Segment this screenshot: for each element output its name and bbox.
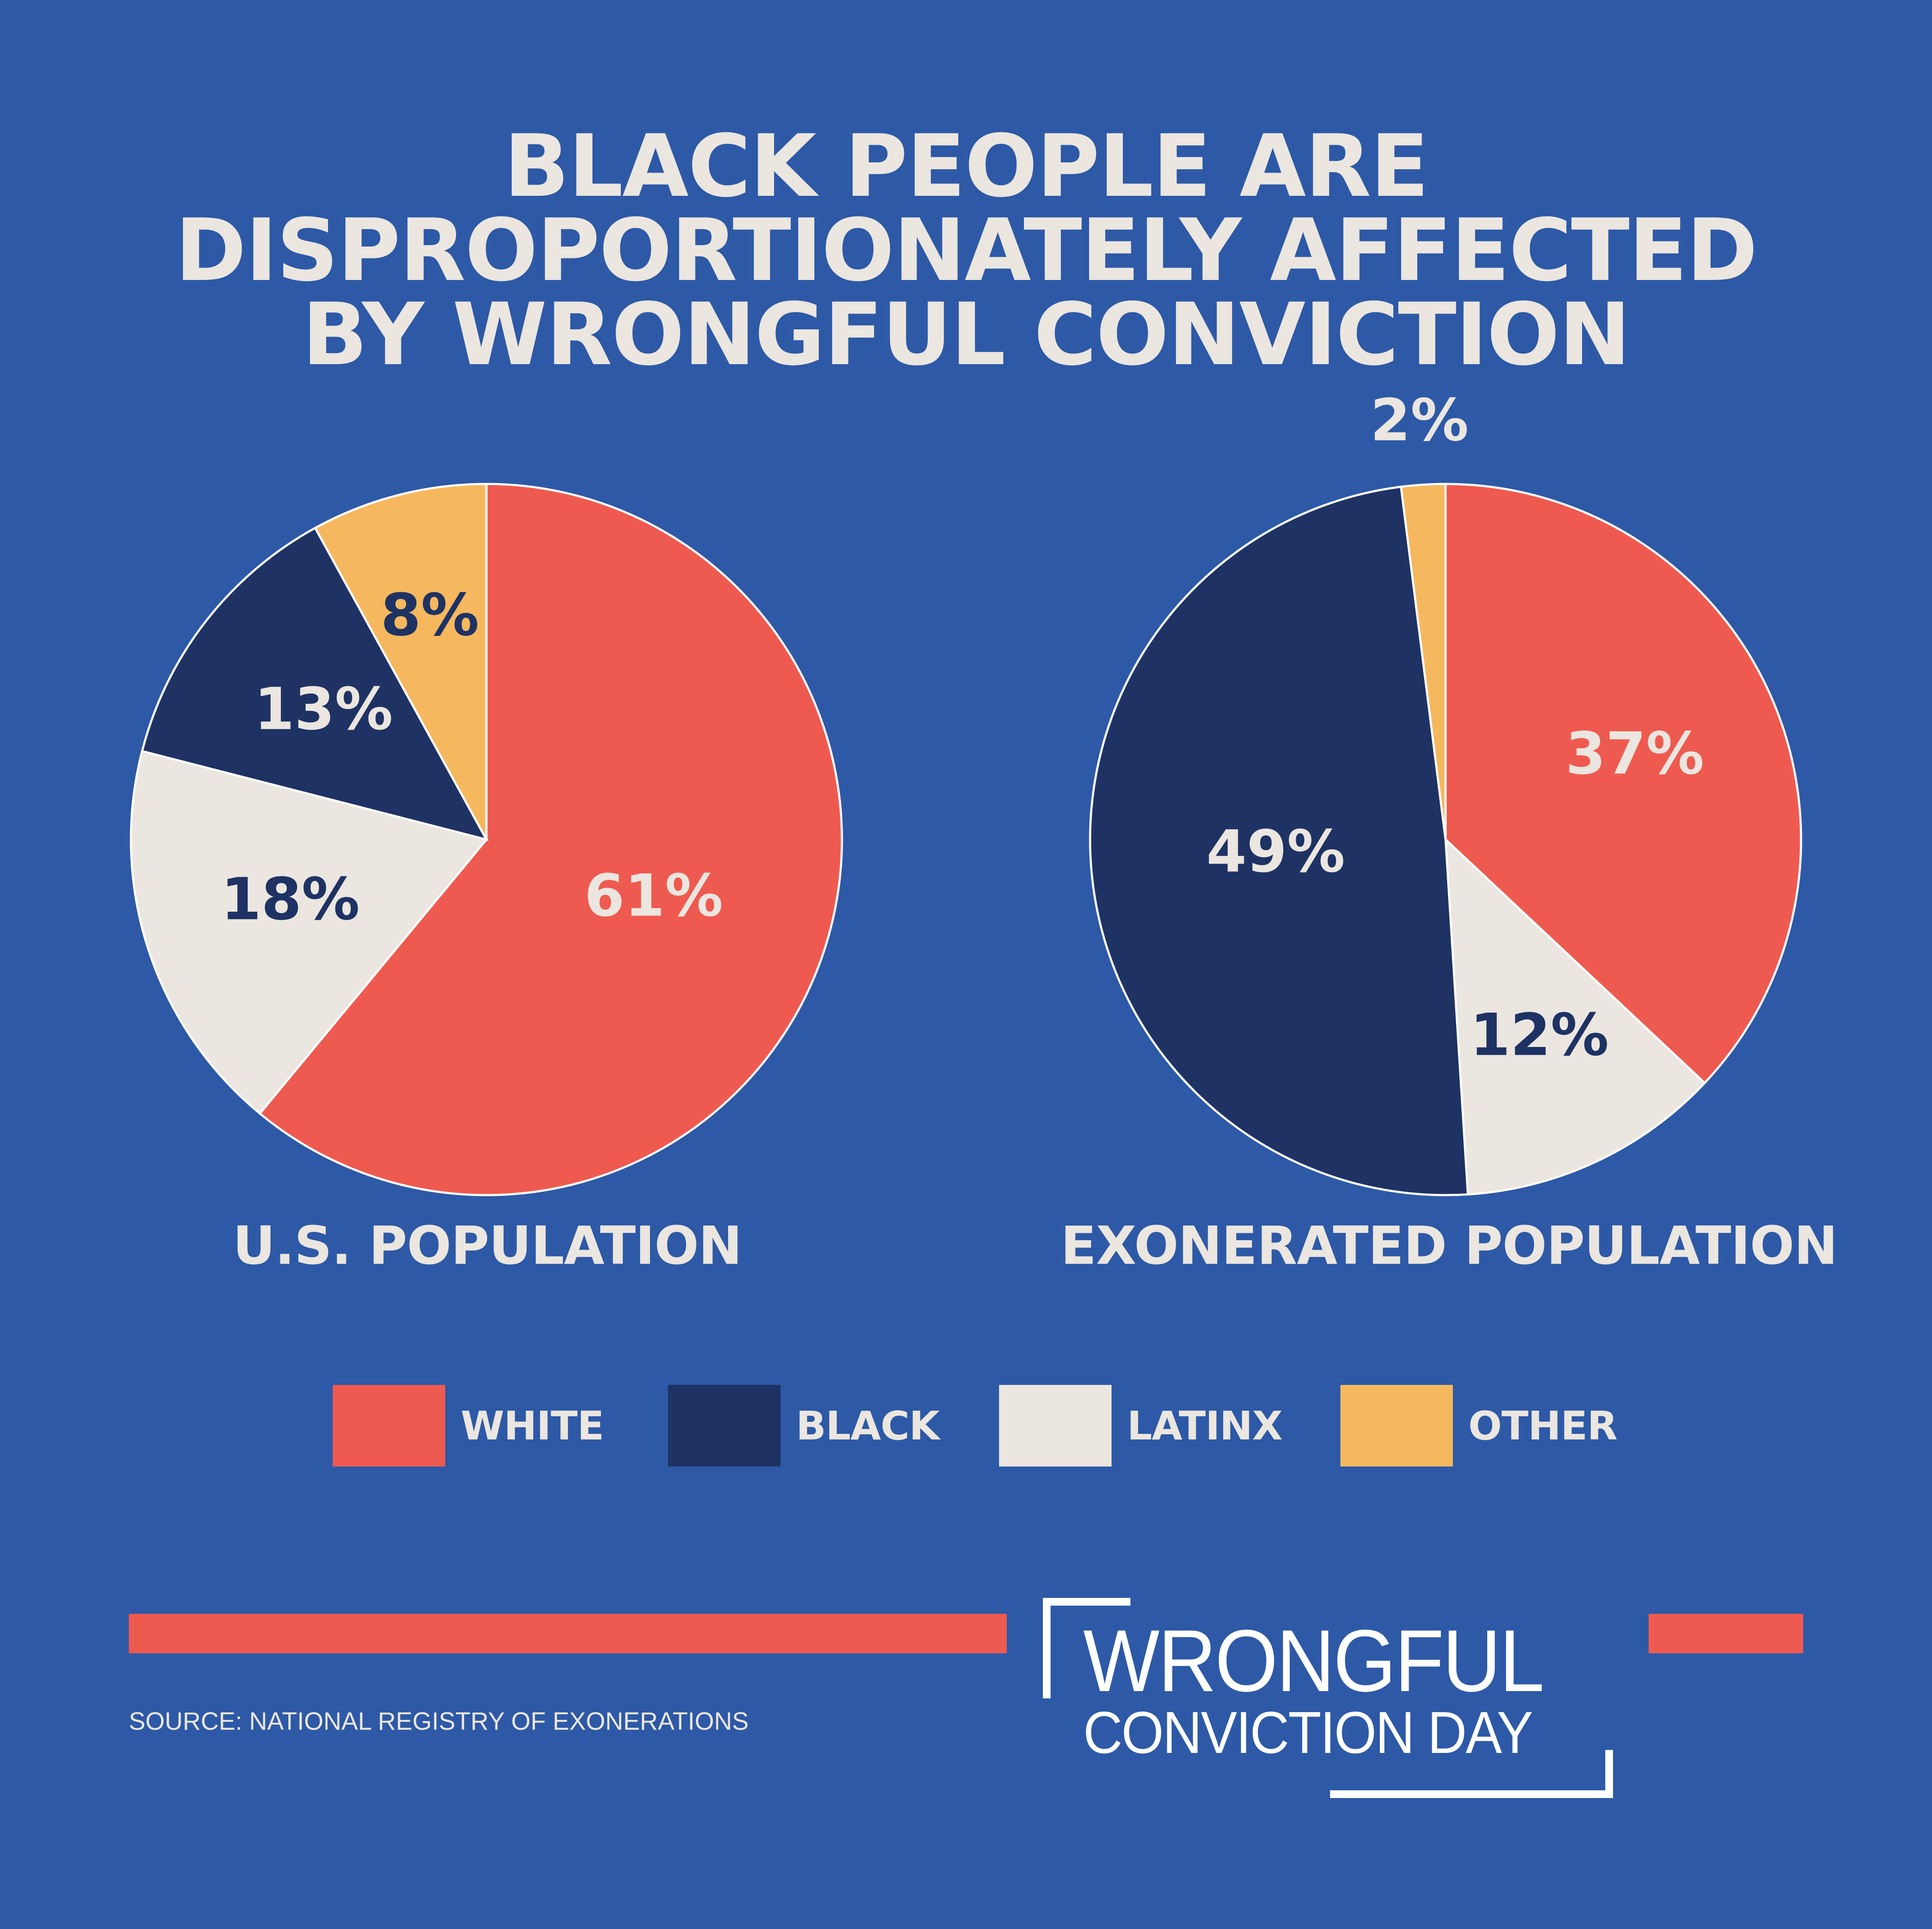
pie-label-black: 49%: [1206, 818, 1345, 885]
legend-item-other: OTHER: [1340, 1385, 1618, 1467]
legend: WHITE BLACK LATINX OTHER: [0, 1385, 1932, 1467]
pie-label-white: 37%: [1565, 720, 1704, 787]
title-line-2: DISPROPORTIONATELY AFFECTED: [175, 201, 1758, 301]
source-note: SOURCE: NATIONAL REGISTRY OF EXONERATION…: [129, 1707, 749, 1735]
logo-line-1: WRONGFUL: [1083, 1612, 1544, 1710]
legend-swatch-latinx: [999, 1385, 1112, 1467]
title-line-1: BLACK PEOPLE ARE: [504, 116, 1429, 216]
pie-slice-white: [258, 483, 843, 1196]
legend-label-other: OTHER: [1468, 1403, 1618, 1449]
pie-label-white: 61%: [584, 862, 723, 929]
logo-bracket-icon: [1043, 1598, 1613, 1798]
chart-caption-exonerated-population: EXONERATED POPULATION: [1060, 1215, 1838, 1276]
legend-item-white: WHITE: [333, 1385, 604, 1467]
pie-chart-1: 61% 18% 13% 8%: [130, 483, 843, 1196]
pie-label-latinx: 18%: [221, 865, 360, 933]
logo-line-2: CONVICTION DAY: [1083, 1700, 1533, 1766]
pie-label-black: 13%: [254, 675, 393, 743]
legend-swatch-black: [668, 1385, 781, 1467]
legend-label-latinx: LATINX: [1127, 1403, 1283, 1449]
legend-item-black: BLACK: [668, 1385, 940, 1467]
pie-slice-other: [1400, 483, 1447, 840]
legend-item-latinx: LATINX: [999, 1385, 1283, 1467]
legend-label-black: BLACK: [796, 1403, 940, 1449]
divider-bar-left: [129, 1614, 1007, 1653]
pie-slice-black: [1089, 485, 1469, 1196]
pie-slice-latinx: [130, 750, 489, 1115]
divider-bar-right: [1649, 1614, 1803, 1653]
chart-caption-us-population: U.S. POPULATION: [233, 1215, 742, 1276]
legend-swatch-white: [333, 1385, 445, 1467]
pie-label-latinx: 12%: [1470, 1001, 1609, 1069]
pie-slice-black: [140, 526, 489, 841]
pie-chart-2: 37% 12% 49% 2%: [1089, 386, 1802, 1196]
legend-label-white: WHITE: [461, 1403, 604, 1449]
pie-label-other: 8%: [381, 581, 479, 649]
wrongful-conviction-day-logo: WRONGFUL CONVICTION DAY: [1042, 1597, 1618, 1799]
pie-slice-other: [313, 483, 488, 840]
pie-slice-latinx: [1444, 837, 1707, 1196]
page-title: BLACK PEOPLE ARE DISPROPORTIONATELY AFFE…: [0, 116, 1932, 385]
pie-label-other: 2%: [1370, 386, 1469, 454]
pie-slice-white: [1444, 483, 1802, 1085]
legend-swatch-other: [1340, 1385, 1453, 1467]
title-line-3: BY WRONGFUL CONVICTION: [302, 285, 1631, 385]
